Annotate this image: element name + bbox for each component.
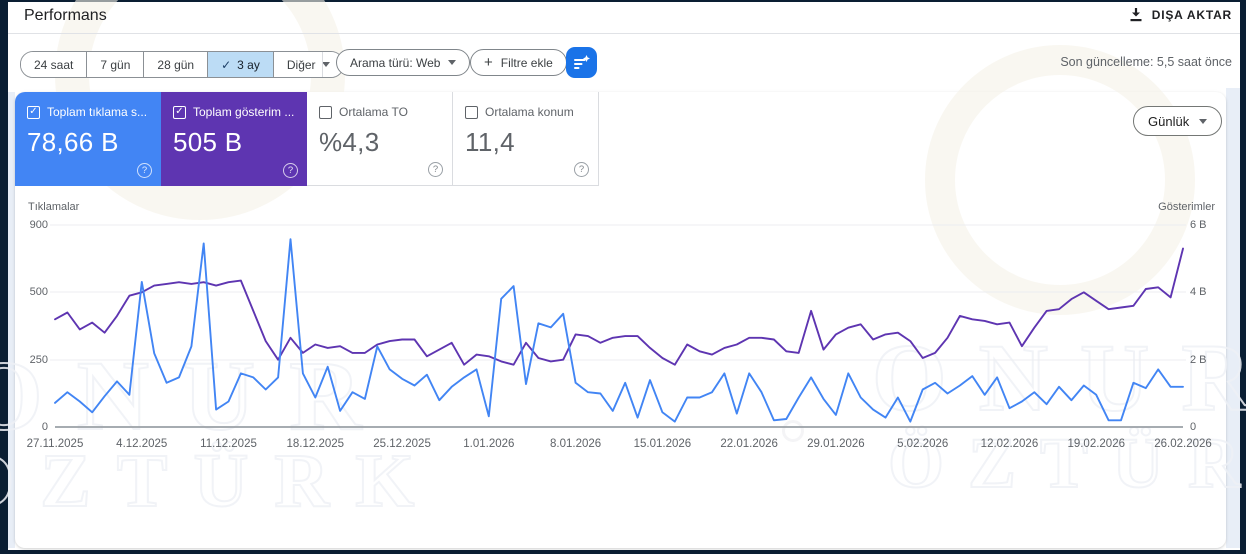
y-left-tick-label: 900 xyxy=(29,219,48,231)
y-right-tick-label: 2 B xyxy=(1190,354,1207,366)
right-axis-title: Gösterimler xyxy=(1158,201,1215,213)
metric-tile-header: Ortalama konum xyxy=(465,105,586,119)
help-icon[interactable]: ? xyxy=(428,162,443,177)
metric-tile-average-ctr[interactable]: Ortalama TO %4,3? xyxy=(307,92,453,186)
export-label: DIŞA AKTAR xyxy=(1151,7,1232,22)
date-chip-24-saat[interactable]: 24 saat xyxy=(21,52,87,77)
date-chip-label: 24 saat xyxy=(34,57,74,72)
help-icon[interactable]: ? xyxy=(137,163,152,178)
date-chip-28-g-n[interactable]: 28 gün xyxy=(143,52,208,77)
help-icon[interactable]: ? xyxy=(574,162,589,177)
x-tick-label: 18.12.2025 xyxy=(286,438,345,450)
metric-tile-header: ✓ Toplam gösterim ... xyxy=(173,105,295,119)
metric-tile-value: 78,66 B xyxy=(27,127,119,157)
metric-tile-value: 11,4 xyxy=(465,127,515,157)
metric-tile-total-impressions[interactable]: ✓ Toplam gösterim ... 505 B? xyxy=(161,92,307,186)
y-left-tick-label: 250 xyxy=(29,354,48,366)
y-right-tick-label: 4 B xyxy=(1190,286,1207,298)
watermark-text: ONUR xyxy=(871,323,1246,432)
x-tick-label: 25.12.2025 xyxy=(373,438,431,450)
checkbox-checked-icon[interactable]: ✓ xyxy=(173,105,186,119)
chevron-down-icon xyxy=(321,62,330,67)
add-filter-label: Filtre ekle xyxy=(500,55,553,70)
watermark-ring xyxy=(925,45,1195,315)
date-chip-label: 7 gün xyxy=(100,57,131,72)
toolbar-divider xyxy=(322,52,323,77)
granularity-button[interactable]: Günlük xyxy=(1133,106,1223,136)
page-title: Performans xyxy=(24,7,107,24)
last-update-text: Son güncelleme: 5,5 saat önce xyxy=(1060,55,1232,69)
metric-tile-total-clicks[interactable]: ✓ Toplam tıklama s... 78,66 B? xyxy=(15,92,161,186)
page-margin-right xyxy=(1226,88,1240,548)
y-right-tick-label: 0 xyxy=(1190,421,1197,433)
date-chip-label: 28 gün xyxy=(157,57,195,72)
metric-tile-label: Ortalama konum xyxy=(485,105,574,119)
watermark-text: ONUR xyxy=(0,339,396,452)
checkbox-unchecked-icon[interactable] xyxy=(319,105,332,119)
metric-tile-value: %4,3 xyxy=(319,127,380,157)
y-right-tick-label: 6 B xyxy=(1190,219,1207,231)
left-axis-title: Tıklamalar xyxy=(28,201,80,213)
header-divider xyxy=(8,33,1240,34)
watermark-text: ÖZTÜRK xyxy=(0,438,441,524)
help-icon[interactable]: ? xyxy=(283,163,298,178)
x-tick-label: 4.12.2025 xyxy=(116,438,168,450)
date-range-picker: 24 saat 7 gün 28 gün ✓ 3 ay Diğer xyxy=(20,51,344,78)
checkbox-checked-icon[interactable]: ✓ xyxy=(27,105,40,119)
x-tick-label: 12.02.2026 xyxy=(980,438,1039,450)
check-icon: ✓ xyxy=(221,57,232,72)
download-icon xyxy=(1130,8,1142,22)
date-chip-label: 3 ay xyxy=(237,57,260,72)
x-tick-label: 5.02.2026 xyxy=(897,438,949,450)
metric-tiles: ✓ Toplam tıklama s... 78,66 B? ✓ Toplam göst… xyxy=(15,92,599,186)
plus-icon: + xyxy=(484,54,493,71)
search-type-button[interactable]: Arama türü: Web xyxy=(336,49,471,76)
date-chip-label: Diğer xyxy=(286,57,316,72)
date-chip-7-g-n[interactable]: 7 gün xyxy=(86,52,144,77)
search-type-label: Arama türü: Web xyxy=(350,55,441,70)
x-tick-label: 11.12.2025 xyxy=(200,438,257,450)
x-tick-label: 19.02.2026 xyxy=(1067,438,1125,450)
y-left-tick-label: 500 xyxy=(29,286,48,298)
add-filter-button[interactable]: + Filtre ekle xyxy=(470,49,567,76)
filter-lines-sparkle-icon xyxy=(574,55,590,69)
metric-tile-header: Ortalama TO xyxy=(319,105,440,119)
metric-tile-label: Toplam gösterim ... xyxy=(193,105,295,119)
metric-tile-header: ✓ Toplam tıklama s... xyxy=(27,105,149,119)
chevron-down-icon xyxy=(448,60,457,65)
x-tick-label: 27.11.2025 xyxy=(26,438,84,450)
x-tick-label: 29.01.2026 xyxy=(807,438,865,450)
x-tick-label: 22.01.2026 xyxy=(720,438,778,450)
page-margin-left xyxy=(8,92,15,548)
date-chip-3-ay[interactable]: ✓ 3 ay xyxy=(207,52,273,77)
x-tick-label: 15.01.2026 xyxy=(633,438,692,450)
metric-tile-label: Toplam tıklama s... xyxy=(47,105,148,119)
date-chip-di-er[interactable]: Diğer xyxy=(272,52,343,77)
metric-tile-average-position[interactable]: Ortalama konum 11,4? xyxy=(453,92,599,186)
x-tick-label: 26.02.2026 xyxy=(1154,438,1212,450)
y-left-tick-label: 0 xyxy=(41,421,48,433)
x-tick-label: 8.01.2026 xyxy=(550,438,602,450)
chevron-down-icon xyxy=(1199,118,1208,124)
export-button[interactable]: DIŞA AKTAR xyxy=(1129,7,1232,22)
checkbox-unchecked-icon[interactable] xyxy=(465,105,478,119)
x-tick-label: 1.01.2026 xyxy=(463,438,515,450)
metric-tile-label: Ortalama TO xyxy=(339,105,408,119)
metric-tile-value: 505 B xyxy=(173,127,243,157)
granularity-label: Günlük xyxy=(1148,113,1190,129)
filter-options-button[interactable] xyxy=(566,47,597,78)
watermark-text: ÖZTÜRK xyxy=(887,422,1246,504)
